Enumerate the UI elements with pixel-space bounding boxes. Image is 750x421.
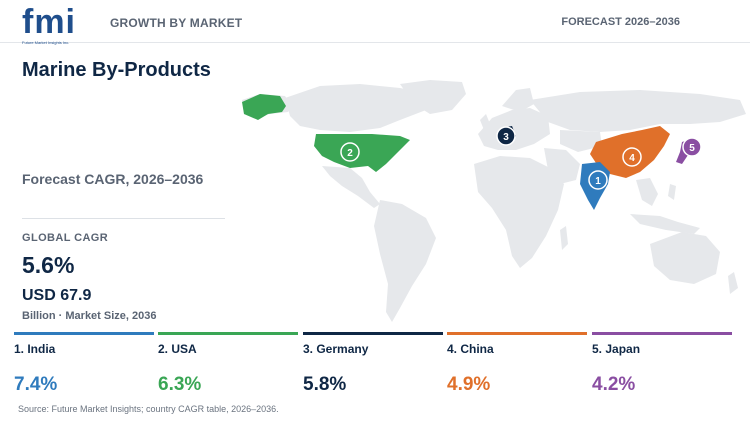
country-name: 4. China xyxy=(447,342,494,356)
land-greenland xyxy=(400,80,466,114)
land-indonesia xyxy=(630,214,700,234)
logo-text: fmi xyxy=(22,3,76,41)
source-note: Source: Future Market Insights; country … xyxy=(18,404,279,414)
divider xyxy=(22,218,225,219)
land-scandinavia xyxy=(502,88,534,112)
marker-india: 1 xyxy=(588,170,608,190)
land-southeast-asia xyxy=(636,178,658,206)
land-central-america xyxy=(322,166,380,208)
marker-japan-label: 5 xyxy=(689,143,695,154)
page-title: Marine By-Products xyxy=(22,59,211,81)
country-name: 3. Germany xyxy=(303,342,369,356)
country-card-germany: 3. Germany 5.8% xyxy=(303,332,443,398)
marker-germany: 3 xyxy=(496,126,516,146)
card-accent-bar xyxy=(158,332,298,335)
forecast-period-label: FORECAST 2026–2036 xyxy=(561,16,680,28)
land-africa xyxy=(474,156,564,268)
card-accent-bar xyxy=(447,332,587,335)
world-map: 1 2 3 4 5 xyxy=(242,80,746,322)
global-cagr-label: GLOBAL CAGR xyxy=(22,232,109,244)
card-accent-bar xyxy=(592,332,732,335)
marker-china-label: 4 xyxy=(629,153,635,164)
rank-markers: 1 2 3 4 5 xyxy=(340,126,702,190)
marker-japan: 5 xyxy=(682,137,702,157)
marker-germany-label: 3 xyxy=(503,132,509,143)
country-cagr: 4.9% xyxy=(447,374,491,395)
land-canada xyxy=(285,84,430,132)
country-cagr: 4.2% xyxy=(592,374,636,395)
market-size-value: USD 67.9 xyxy=(22,287,92,304)
country-name: 2. USA xyxy=(158,342,197,356)
marker-india-label: 1 xyxy=(595,176,601,187)
marker-china: 4 xyxy=(622,147,642,167)
land-russia xyxy=(530,90,746,132)
forecast-subtitle: Forecast CAGR, 2026–2036 xyxy=(22,171,204,187)
market-size-caption: Billion · Market Size, 2036 xyxy=(22,310,157,322)
country-name: 1. India xyxy=(14,342,56,356)
country-cagr: 7.4% xyxy=(14,374,58,395)
country-card-china: 4. China 4.9% xyxy=(447,332,587,398)
country-card-usa: 2. USA 6.3% xyxy=(158,332,298,398)
land-philippines xyxy=(668,184,676,200)
land-central-asia xyxy=(560,130,602,152)
growth-by-market-label: GROWTH BY MARKET xyxy=(110,16,243,30)
land-middle-east xyxy=(544,148,580,184)
header-bar: fmi Future Market Insights Inc. GROWTH B… xyxy=(0,0,750,46)
card-accent-bar xyxy=(14,332,154,335)
country-cagr: 5.8% xyxy=(303,374,347,395)
fmi-logo[interactable]: fmi Future Market Insights Inc. xyxy=(22,3,92,46)
land-masses xyxy=(242,80,746,322)
land-south-america xyxy=(374,200,436,322)
card-accent-bar xyxy=(303,332,443,335)
land-new-zealand xyxy=(728,272,738,294)
global-cagr-value: 5.6% xyxy=(22,252,75,278)
country-name: 5. Japan xyxy=(592,342,641,356)
country-card-india: 1. India 7.4% xyxy=(14,332,154,398)
land-madagascar xyxy=(560,226,568,250)
marker-usa: 2 xyxy=(340,142,360,162)
land-europe xyxy=(478,108,550,150)
country-usa-alaska xyxy=(242,94,286,120)
land-australia xyxy=(650,232,720,284)
country-cards: 1. India 7.4% 2. USA 6.3% 3. Germany 5.8… xyxy=(0,332,750,402)
logo-tagline: Future Market Insights Inc. xyxy=(22,40,70,45)
marker-usa-label: 2 xyxy=(347,148,353,159)
country-card-japan: 5. Japan 4.2% xyxy=(592,332,732,398)
land-uk xyxy=(480,114,490,130)
country-usa xyxy=(314,134,410,172)
country-cagr: 6.3% xyxy=(158,374,202,395)
